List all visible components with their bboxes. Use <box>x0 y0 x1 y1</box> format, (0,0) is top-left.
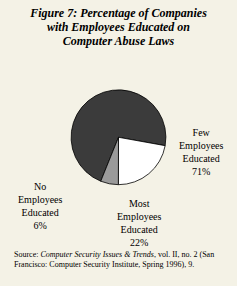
svg-text:MostEmployeesEducated22%: MostEmployeesEducated22% <box>117 198 162 248</box>
svg-text:FewEmployeesEducated71%: FewEmployeesEducated71% <box>179 127 224 177</box>
html-text:Source: Computer Security Issu: Source: Computer Security Issues & Trend… <box>14 250 215 269</box>
html-text:Figure 7: Percentage of Compan: Figure 7: Percentage of Companies with E… <box>30 6 207 48</box>
svg-text:NoEmployeesEducated6%: NoEmployeesEducated6% <box>18 181 63 231</box>
